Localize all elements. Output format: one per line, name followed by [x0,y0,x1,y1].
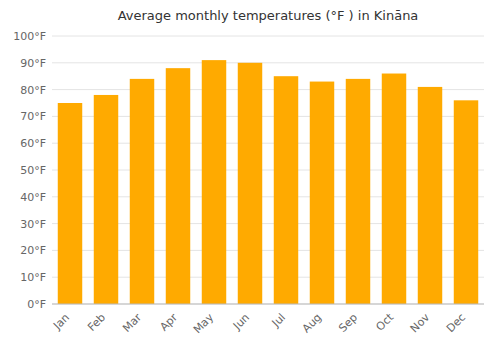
y-tick-label: 80°F [20,84,46,97]
bar [94,95,118,304]
x-tick-label: Jul [269,311,288,330]
y-tick-label: 0°F [27,298,46,311]
y-tick-label: 30°F [20,218,46,231]
grid [52,36,484,304]
bar [346,79,370,304]
y-tick-label: 40°F [20,191,46,204]
chart-container: Average monthly temperatures (°F ) in Ki… [0,0,500,350]
bar [166,68,190,304]
bar [382,74,406,304]
y-tick-label: 60°F [20,137,46,150]
y-tick-label: 100°F [13,30,46,43]
bar [274,76,298,304]
x-tick-label: Mar [120,311,144,335]
x-tick-label: Nov [408,311,433,336]
y-tick-label: 90°F [20,57,46,70]
bar [238,63,262,304]
x-tick-label: Apr [157,311,180,334]
x-tick-label: Jun [230,311,252,333]
y-tick-label: 10°F [20,271,46,284]
bar [58,103,82,304]
bar [310,82,334,304]
x-tick-label: May [191,311,217,337]
y-tick-label: 20°F [20,244,46,257]
chart-title: Average monthly temperatures (°F ) in Ki… [118,8,419,23]
y-axis: 0°F 10°F 20°F 30°F 40°F 50°F 60°F 70°F 80°F 90°F 1… [13,30,46,311]
x-tick-label: Feb [85,311,108,334]
bar [418,87,442,304]
bar [130,79,154,304]
x-tick-label: Aug [300,311,324,335]
x-tick-label: Jan [50,311,72,333]
bar [202,60,226,304]
chart-svg: Average monthly temperatures (°F ) in Ki… [0,0,500,350]
y-tick-label: 50°F [20,164,46,177]
x-axis: Jan Feb Mar Apr May Jun Jul Aug Sep Oct Nov Dec [50,310,468,336]
x-axis-line [52,304,484,305]
bars [58,60,478,304]
y-tick-label: 70°F [20,110,46,123]
grid-line [52,36,484,37]
x-tick-label: Sep [336,311,360,335]
grid-line [52,304,484,305]
bar [454,100,478,304]
x-tick-label: Dec [444,311,468,335]
x-tick-label: Oct [373,310,396,333]
grid-line [52,62,484,63]
